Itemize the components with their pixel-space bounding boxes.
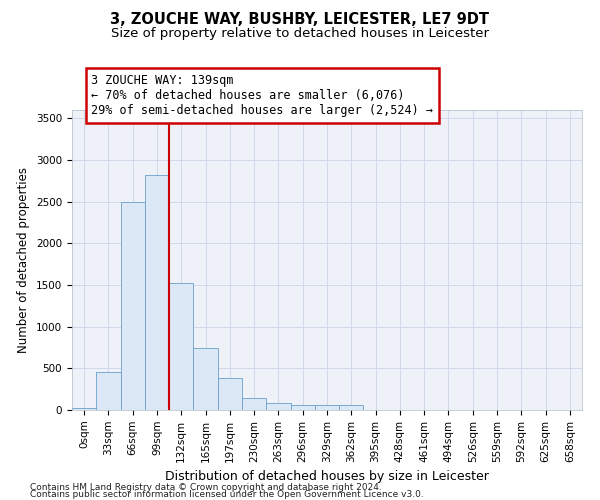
Bar [315,406,339,410]
Bar [145,175,169,410]
Bar [218,378,242,410]
Text: 3 ZOUCHE WAY: 139sqm
← 70% of detached houses are smaller (6,076)
29% of semi-de: 3 ZOUCHE WAY: 139sqm ← 70% of detached h… [91,74,433,116]
Bar [121,202,145,410]
Text: 3, ZOUCHE WAY, BUSHBY, LEICESTER, LE7 9DT: 3, ZOUCHE WAY, BUSHBY, LEICESTER, LE7 9D… [110,12,490,28]
Bar [96,372,121,410]
Y-axis label: Number of detached properties: Number of detached properties [17,167,31,353]
Bar [72,408,96,410]
Bar [290,406,315,410]
Text: Contains HM Land Registry data © Crown copyright and database right 2024.: Contains HM Land Registry data © Crown c… [30,484,382,492]
Bar [339,406,364,410]
Bar [266,404,290,410]
Text: Size of property relative to detached houses in Leicester: Size of property relative to detached ho… [111,28,489,40]
Text: Contains public sector information licensed under the Open Government Licence v3: Contains public sector information licen… [30,490,424,499]
Bar [169,284,193,410]
Bar [193,348,218,410]
X-axis label: Distribution of detached houses by size in Leicester: Distribution of detached houses by size … [165,470,489,483]
Bar [242,398,266,410]
